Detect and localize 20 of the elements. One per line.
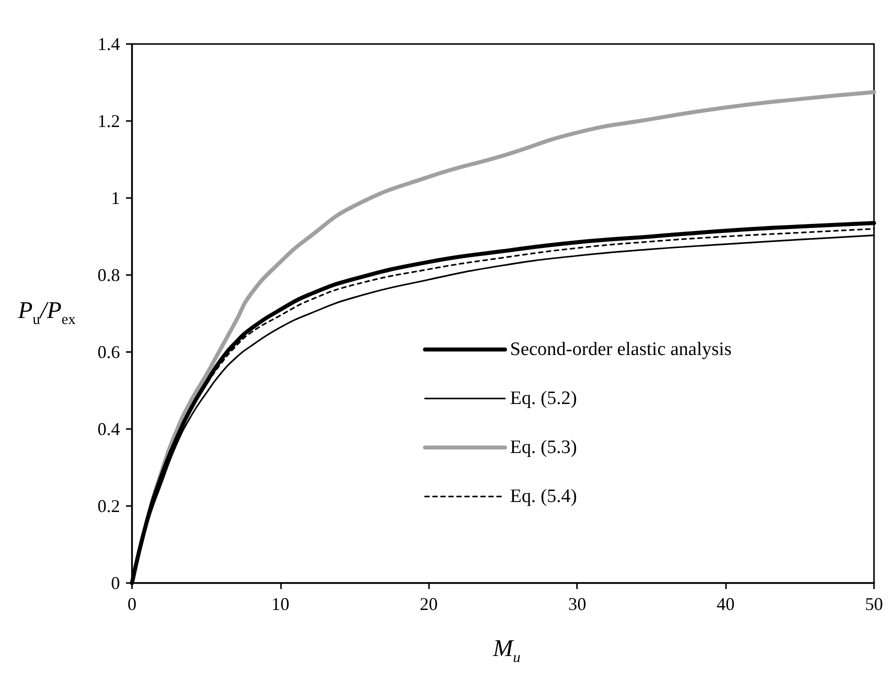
y-tick-label: 0.8 [98, 265, 120, 285]
legend-label: Eq. (5.2) [510, 388, 578, 409]
x-tick-label: 40 [716, 594, 735, 614]
y-tick-label: 1.2 [98, 111, 120, 131]
x-tick-label: 30 [568, 594, 586, 614]
y-tick-label: 0.4 [98, 419, 120, 439]
x-tick-label: 50 [865, 594, 883, 614]
y-tick-label: 1 [111, 188, 120, 208]
legend-label: Eq. (5.4) [510, 486, 578, 507]
x-axis-title: M$_{u}$ [493, 636, 520, 667]
y-tick-label: 0.6 [98, 342, 120, 362]
y-tick-label: 1.4 [98, 34, 120, 54]
x-tick-label: 20 [420, 594, 438, 614]
y-tick-label: 0 [111, 573, 120, 593]
legend-label: Eq. (5.3) [510, 437, 578, 458]
x-tick-label: 0 [128, 594, 136, 614]
y-tick-label: 0.2 [98, 496, 120, 516]
legend-label: Second-order elastic analysis [510, 339, 732, 360]
x-tick-label: 10 [271, 594, 290, 614]
y-axis-title: P$_{u}$/P$_{ex}$ [18, 298, 76, 329]
